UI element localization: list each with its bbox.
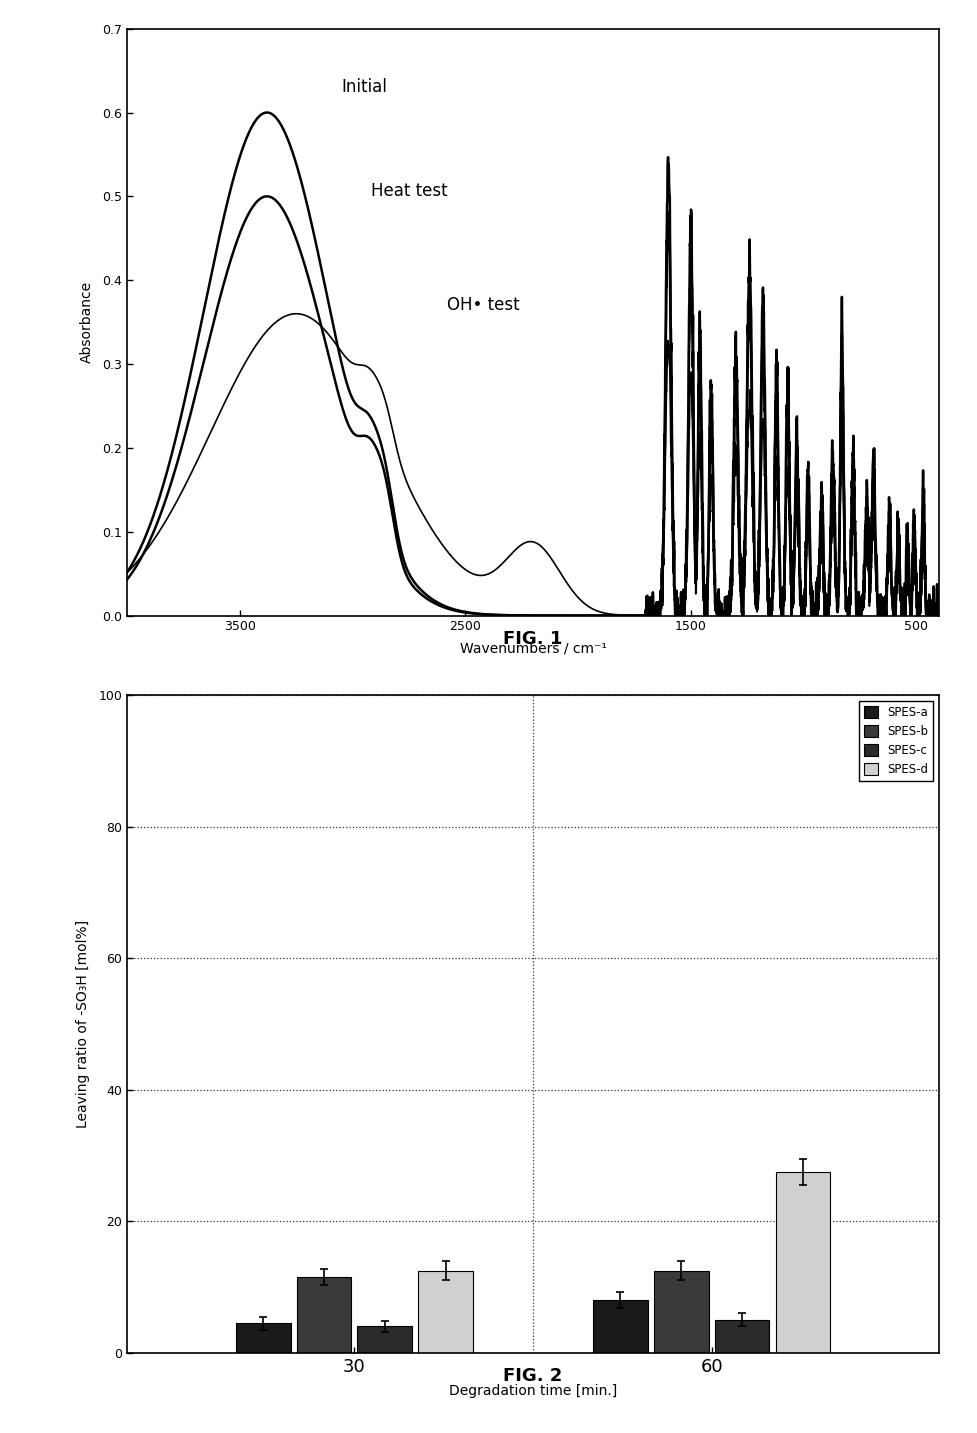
Y-axis label: Leaving ratio of -SO₃H [mol%]: Leaving ratio of -SO₃H [mol%]	[76, 920, 90, 1128]
Bar	[592, 1300, 647, 1353]
Bar	[775, 1172, 829, 1353]
Bar	[296, 1277, 351, 1353]
Legend: SPES-a, SPES-b, SPES-c, SPES-d: SPES-a, SPES-b, SPES-c, SPES-d	[858, 701, 932, 781]
Text: OH• test: OH• test	[446, 295, 520, 314]
Y-axis label: Absorbance: Absorbance	[80, 281, 94, 363]
X-axis label: Degradation time [min.]: Degradation time [min.]	[448, 1384, 616, 1397]
Text: Initial: Initial	[341, 77, 387, 96]
Bar	[714, 1320, 769, 1353]
Bar	[418, 1271, 473, 1353]
X-axis label: Wavenumbers / cm⁻¹: Wavenumbers / cm⁻¹	[459, 642, 606, 656]
Text: FIG. 2: FIG. 2	[503, 1367, 562, 1384]
Bar	[358, 1327, 412, 1353]
Text: Heat test: Heat test	[370, 182, 446, 201]
Bar	[235, 1323, 290, 1353]
Bar	[653, 1271, 707, 1353]
Text: FIG. 1: FIG. 1	[503, 629, 562, 648]
